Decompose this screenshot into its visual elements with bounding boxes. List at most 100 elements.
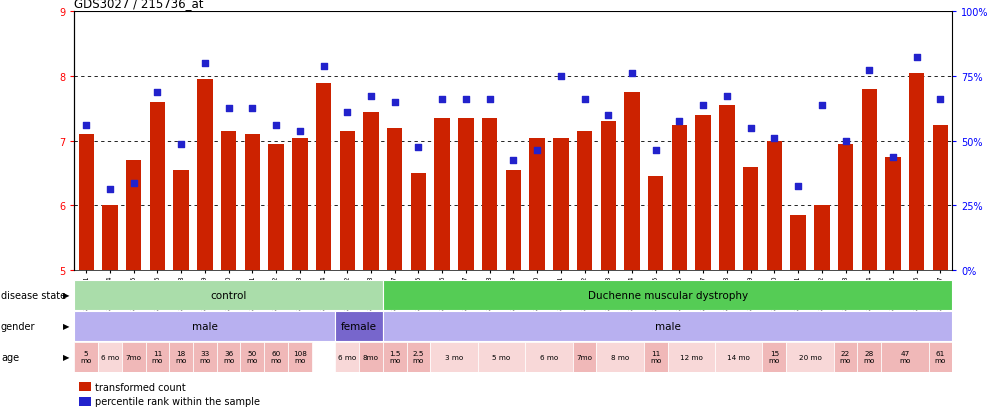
Text: 47
mo: 47 mo	[899, 350, 911, 363]
Bar	[240, 342, 264, 372]
Text: 108
mo: 108 mo	[293, 350, 307, 363]
Point	[78, 122, 94, 128]
Bar	[719, 106, 735, 271]
Point	[220, 106, 236, 112]
Text: 6 mo: 6 mo	[540, 354, 558, 360]
Text: 36
mo: 36 mo	[223, 350, 234, 363]
Bar	[530, 138, 545, 271]
Bar	[339, 132, 355, 271]
Bar	[217, 342, 240, 372]
Point	[672, 119, 687, 126]
Text: 7mo: 7mo	[126, 354, 142, 360]
Point	[576, 96, 592, 103]
Bar	[600, 122, 616, 271]
Bar	[359, 342, 383, 372]
Bar	[624, 93, 640, 271]
Bar	[932, 125, 948, 271]
Bar	[335, 342, 359, 372]
Bar	[833, 342, 857, 372]
Point	[505, 157, 521, 164]
Bar	[715, 342, 763, 372]
Bar	[787, 342, 833, 372]
Bar	[814, 206, 829, 271]
Bar	[197, 80, 212, 271]
Text: 33
mo: 33 mo	[199, 350, 210, 363]
Text: 28
mo: 28 mo	[864, 350, 875, 363]
Text: GDS3027 / 215736_at: GDS3027 / 215736_at	[74, 0, 204, 10]
Bar	[174, 171, 188, 271]
Bar	[743, 167, 758, 271]
Point	[529, 148, 545, 154]
Bar	[407, 342, 431, 372]
Text: age: age	[1, 352, 19, 362]
Bar	[170, 342, 193, 372]
Text: 61
mo: 61 mo	[934, 350, 946, 363]
Point	[861, 67, 877, 74]
Point	[315, 64, 331, 71]
Bar	[74, 311, 335, 341]
Bar	[383, 342, 407, 372]
Bar	[596, 342, 644, 372]
Text: 6 mo: 6 mo	[101, 354, 119, 360]
Point	[244, 106, 260, 112]
Text: female: female	[341, 321, 377, 331]
Text: 5 mo: 5 mo	[492, 354, 511, 360]
Bar	[644, 342, 668, 372]
Bar	[434, 119, 450, 271]
Point	[126, 180, 142, 187]
Text: ▶: ▶	[62, 321, 69, 330]
Bar	[862, 90, 877, 271]
Point	[767, 135, 783, 142]
Bar	[292, 138, 308, 271]
Text: 5
mo: 5 mo	[80, 350, 92, 363]
Bar	[881, 342, 929, 372]
Point	[197, 61, 213, 67]
Bar	[525, 342, 572, 372]
Point	[648, 148, 664, 154]
Point	[813, 103, 829, 109]
Text: 11
mo: 11 mo	[152, 350, 163, 363]
Text: percentile rank within the sample: percentile rank within the sample	[95, 396, 260, 406]
Text: Duchenne muscular dystrophy: Duchenne muscular dystrophy	[587, 290, 748, 300]
Point	[719, 93, 735, 100]
Text: ▶: ▶	[62, 290, 69, 299]
Text: 6 mo: 6 mo	[338, 354, 356, 360]
Bar	[363, 112, 379, 271]
Text: 20 mo: 20 mo	[799, 354, 821, 360]
Text: 8mo: 8mo	[363, 354, 379, 360]
Bar	[269, 145, 284, 271]
Text: 11
mo: 11 mo	[650, 350, 662, 363]
Point	[791, 183, 806, 190]
Bar	[506, 171, 521, 271]
Point	[837, 138, 853, 145]
Text: male: male	[192, 321, 218, 331]
Bar	[98, 342, 122, 372]
Bar	[431, 342, 478, 372]
Point	[387, 100, 403, 106]
Text: 2.5
mo: 2.5 mo	[413, 350, 425, 363]
Bar	[648, 177, 664, 271]
Bar	[929, 342, 952, 372]
Bar	[482, 119, 497, 271]
Text: 50
mo: 50 mo	[247, 350, 258, 363]
Text: 7mo: 7mo	[576, 354, 592, 360]
Text: 14 mo: 14 mo	[727, 354, 750, 360]
Bar	[791, 216, 806, 271]
Bar	[245, 135, 260, 271]
Point	[885, 154, 901, 161]
Point	[695, 103, 711, 109]
Bar	[458, 119, 473, 271]
Text: 18
mo: 18 mo	[176, 350, 186, 363]
Bar	[102, 206, 118, 271]
Bar	[763, 342, 787, 372]
Bar	[767, 142, 782, 271]
Point	[150, 90, 166, 96]
Text: 3 mo: 3 mo	[445, 354, 463, 360]
Point	[600, 112, 616, 119]
Text: gender: gender	[1, 321, 36, 331]
Bar	[838, 145, 853, 271]
Point	[411, 145, 427, 151]
Bar	[122, 342, 146, 372]
Text: ▶: ▶	[62, 352, 69, 361]
Point	[174, 141, 189, 148]
